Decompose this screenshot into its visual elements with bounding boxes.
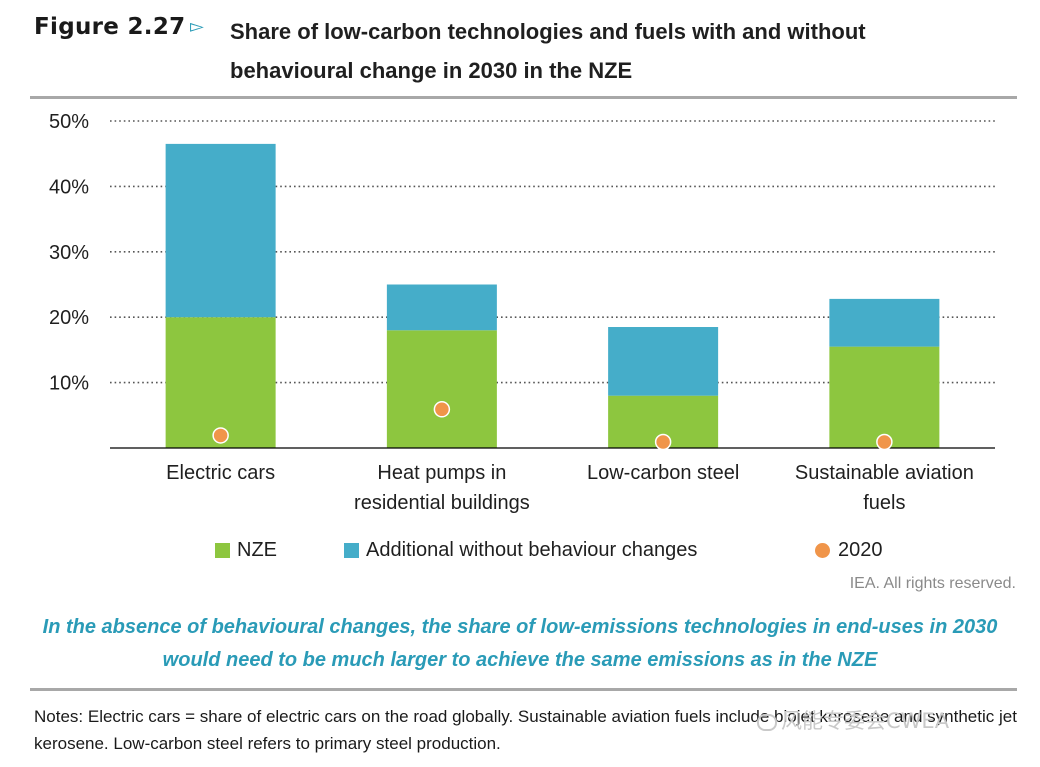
- legend-swatch-nze: [215, 543, 230, 558]
- source-note: IEA. All rights reserved.: [849, 575, 1016, 592]
- bars: [165, 143, 940, 448]
- y-tick-label: 20%: [49, 307, 89, 329]
- bar-segment: [608, 327, 719, 396]
- bar-segment: [386, 330, 497, 448]
- bar-segment: [165, 143, 276, 318]
- legend-swatch-additional: [344, 543, 359, 558]
- x-tick-label: Electric cars: [166, 462, 275, 484]
- x-tick-label: Sustainable aviation fuels: [795, 462, 974, 514]
- watermark-text: 风能专委会CWEA: [781, 709, 950, 733]
- chart-legend: NZE Additional without behaviour changes…: [0, 535, 1040, 571]
- x-tick-label-line: Low-carbon steel: [587, 462, 739, 484]
- legend-dot-2020: [815, 543, 830, 558]
- top-rule: [30, 96, 1017, 99]
- y-tick-label: 10%: [49, 373, 89, 395]
- legend-item-nze: NZE: [215, 539, 277, 562]
- figure-title-line-1: Share of low-carbon technologies and fue…: [230, 19, 866, 44]
- watermark: 风能专委会CWEA: [757, 705, 949, 735]
- x-axis-labels: Electric cars Heat pumps in residential bu…: [166, 462, 974, 514]
- bar-segment: [829, 298, 940, 347]
- x-tick-label-line: fuels: [863, 492, 905, 514]
- dot-2020: [433, 401, 451, 418]
- x-tick-label-line: Heat pumps in: [377, 462, 506, 484]
- bar-chart: 10% 20% 30% 40% 50% Electric cars Heat pumps …: [49, 111, 995, 514]
- legend-label-additional: Additional without behaviour changes: [366, 539, 698, 561]
- figure-header: Figure 2.27 ▻ Share of low-carbon techno…: [34, 12, 1024, 92]
- bottom-rule: [30, 688, 1017, 691]
- x-tick-label-line: Electric cars: [166, 462, 275, 484]
- dot-2020: [654, 433, 672, 451]
- x-tick-label: Heat pumps in residential buildings: [354, 462, 530, 514]
- wechat-icon: [757, 713, 777, 731]
- figure-caption: In the absence of behavioural changes, t…: [42, 616, 998, 671]
- bar-segment: [829, 346, 940, 448]
- dot-2020: [212, 427, 229, 444]
- y-tick-label: 30%: [49, 242, 89, 264]
- y-tick-label: 50%: [49, 111, 89, 133]
- legend-item-2020: 2020: [815, 539, 883, 562]
- dots-2020: [212, 401, 893, 451]
- figure-title: Share of low-carbon technologies and fue…: [230, 12, 1010, 90]
- bar-segment: [165, 317, 276, 448]
- bar-segment: [386, 284, 497, 331]
- legend-item-additional: Additional without behaviour changes: [344, 539, 697, 562]
- legend-label-nze: NZE: [237, 539, 277, 561]
- dot-2020: [876, 433, 893, 451]
- y-axis-ticks: 10% 20% 30% 40% 50%: [49, 111, 89, 395]
- y-tick-label: 40%: [49, 176, 89, 198]
- figure-arrow-icon: ▻: [190, 16, 204, 36]
- x-tick-label: Low-carbon steel: [587, 462, 739, 484]
- x-tick-label-line: residential buildings: [354, 492, 530, 514]
- legend-label-2020: 2020: [838, 539, 883, 561]
- figure-title-line-2: behavioural change in 2030 in the NZE: [230, 58, 633, 83]
- figure-number: Figure 2.27: [34, 14, 186, 40]
- x-tick-label-line: Sustainable aviation: [795, 462, 974, 484]
